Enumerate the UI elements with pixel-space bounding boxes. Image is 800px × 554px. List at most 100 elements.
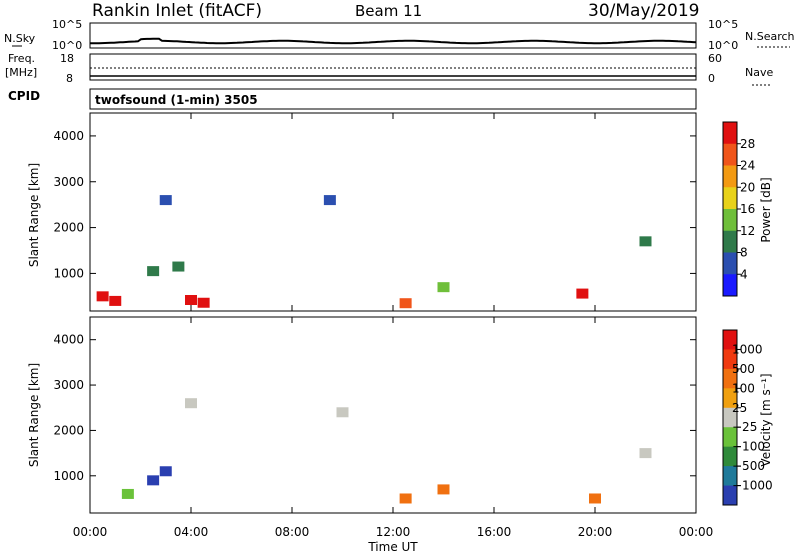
y-tick-label: 3000: [53, 175, 84, 189]
heatmap-cell: [109, 295, 122, 306]
nave-tick-bottom: 0: [708, 72, 715, 85]
x-tick-label: 08:00: [275, 525, 310, 539]
velocity-panel: 1000 2000 3000 4000 Slant Range [km] 1000 50…: [27, 316, 773, 514]
cpid-strip-frame: [89, 88, 697, 110]
power-colorbar-label: Power [dB]: [759, 177, 773, 242]
colorbar-segment: [723, 407, 737, 428]
nave-label: Nave: [745, 66, 773, 79]
y-tick-label: 4000: [53, 129, 84, 143]
heatmap-cell: [147, 266, 160, 277]
x-tick-label: 00:00: [73, 525, 108, 539]
beam-label: Beam 11: [355, 2, 422, 20]
colorbar-tick-label: 20: [740, 180, 755, 194]
colorbar-segment: [723, 466, 737, 487]
y-tick-label: 2000: [53, 221, 84, 235]
colorbar-tick-label: 16: [740, 202, 755, 216]
heatmap-cell: [147, 475, 160, 486]
colorbar-segment: [723, 485, 737, 506]
colorbar-tick-label: −100: [732, 440, 765, 454]
heatmap-cell: [172, 261, 185, 272]
freq-tick-bottom: 8: [66, 72, 73, 85]
colorbar-segment: [723, 274, 737, 297]
colorbar-segment: [723, 122, 737, 145]
power-y-axis-label: Slant Range [km]: [27, 163, 41, 267]
x-axis-label: Time UT: [367, 540, 418, 554]
x-tick-label: 04:00: [174, 525, 209, 539]
colorbar-tick-label: 500: [732, 362, 755, 376]
y-tick-label: 2000: [53, 423, 84, 437]
freq-unit: [MHz]: [5, 66, 37, 79]
colorbar-segment: [723, 187, 737, 210]
heatmap-cell: [437, 282, 450, 293]
nsky-panel-frame: [89, 22, 697, 49]
colorbar-tick-label: 1000: [732, 342, 763, 356]
freq-label: Freq.: [8, 52, 35, 65]
cpid-label: CPID: [8, 89, 40, 103]
heatmap-cell: [576, 288, 589, 299]
heatmap-cell: [399, 298, 412, 309]
heatmap-cell: [639, 236, 652, 247]
x-tick-label: 12:00: [376, 525, 411, 539]
velocity-panel-frame: [89, 316, 697, 514]
y-tick-label: 3000: [53, 378, 84, 392]
power-colorbar: 4 8 12 16 20 24 28: [722, 121, 755, 297]
power-y-ticks: 1000 2000 3000 4000: [53, 129, 696, 280]
nsky-right-tick-bottom: 10^0: [708, 39, 738, 52]
x-tick-label: 20:00: [578, 525, 613, 539]
heatmap-cell: [159, 195, 172, 206]
colorbar-tick-label: 28: [740, 137, 755, 151]
heatmap-cell: [323, 195, 336, 206]
colorbar-segment: [723, 388, 737, 409]
station-title: Rankin Inlet (fitACF): [92, 1, 262, 21]
velocity-y-ticks: 1000 2000 3000 4000: [53, 333, 696, 483]
power-heatmap-cells: [96, 195, 652, 309]
nsky-label: N.Sky: [4, 32, 36, 45]
colorbar-segment: [723, 427, 737, 448]
colorbar-segment: [723, 330, 737, 350]
heatmap-cell: [589, 493, 601, 504]
heatmap-cell: [639, 448, 652, 459]
freq-tick-top: 18: [60, 52, 74, 65]
heatmap-cell: [437, 484, 450, 495]
cpid-text: twofsound (1-min) 3505: [95, 93, 258, 107]
colorbar-tick-label: 24: [740, 159, 755, 173]
colorbar-segment: [723, 252, 737, 275]
colorbar-segment: [723, 165, 737, 188]
power-panel: 1000 2000 3000 4000 Slant Range [km] 4 8 12 16…: [27, 112, 773, 312]
y-tick-label: 4000: [53, 333, 84, 347]
heatmap-cell: [159, 466, 172, 477]
velocity-colorbar: 1000 500 100 25 −25 −100 −500 −1000: [722, 329, 773, 506]
nsky-tick-bottom: 10^0: [52, 39, 82, 52]
colorbar-tick-label: 12: [740, 224, 755, 238]
heatmap-cell: [121, 488, 134, 499]
heatmap-cell: [185, 398, 197, 409]
colorbar-segment: [723, 446, 737, 467]
nsky-right-tick-top: 10^5: [708, 18, 738, 31]
heatmap-cell: [96, 291, 109, 302]
nsearch-label: N.Search: [745, 30, 795, 43]
heatmap-cell: [399, 493, 412, 504]
nsky-tick-top: 10^5: [52, 18, 82, 31]
colorbar-tick-label: 8: [740, 246, 748, 260]
velocity-heatmap-cells: [121, 398, 652, 504]
y-tick-label: 1000: [53, 469, 84, 483]
colorbar-tick-label: 4: [740, 267, 748, 281]
date-label: 30/May/2019: [588, 1, 700, 21]
freq-panel-frame: [89, 53, 697, 81]
x-axis-ticks: 00:00 04:00 08:00 12:00 16:00 20:00 00:00: [73, 113, 713, 539]
heatmap-cell: [185, 295, 197, 305]
nsky-trace: [90, 37, 697, 45]
velocity-y-axis-label: Slant Range [km]: [27, 363, 41, 467]
colorbar-tick-label: −500: [732, 459, 765, 473]
colorbar-tick-label: −1000: [732, 479, 773, 493]
x-tick-label: 16:00: [477, 525, 512, 539]
colorbar-segment: [723, 368, 737, 389]
heatmap-cell: [336, 407, 349, 418]
colorbar-segment: [723, 230, 737, 253]
nave-tick-top: 60: [708, 52, 722, 65]
colorbar-segment: [723, 209, 737, 232]
heatmap-cell: [197, 297, 210, 308]
y-tick-label: 1000: [53, 266, 84, 280]
colorbar-segment: [723, 349, 737, 370]
